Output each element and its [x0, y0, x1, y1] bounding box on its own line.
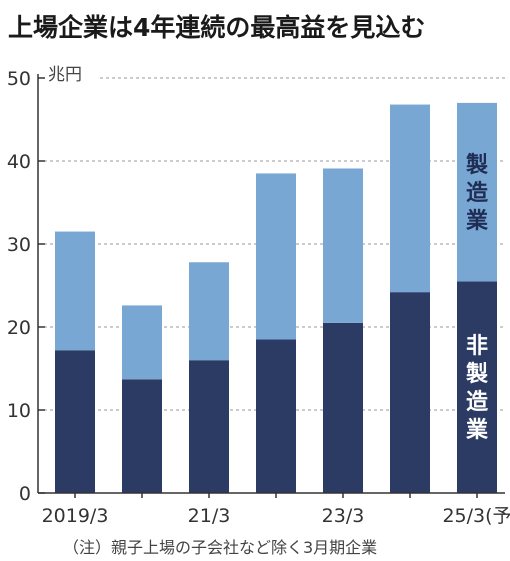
chart-title: 上場企業は4年連続の最高益を見込む	[8, 13, 425, 42]
bar-manufacturing-0	[55, 231, 95, 351]
y-tick-label-30: 30	[7, 234, 31, 256]
bar-manufacturing-4	[323, 168, 363, 323]
bar-manufacturing-6	[457, 102, 497, 282]
y-tick-label-50: 50	[7, 68, 31, 90]
bar-non-manufacturing-5	[390, 292, 430, 493]
x-tick-label-6: 25/3(予	[442, 505, 510, 527]
bar-non-manufacturing-2	[189, 360, 229, 493]
x-tick-label-2: 21/3	[188, 505, 231, 527]
grid-layer	[38, 77, 505, 411]
bar-manufacturing-5	[390, 104, 430, 293]
y-tick-label-0: 0	[19, 483, 31, 505]
series-label-non-manufacturing: 非製造業	[465, 334, 489, 443]
x-tick-label-0: 2019/3	[42, 505, 109, 527]
x-tick-label-4: 23/3	[322, 505, 365, 527]
bar-non-manufacturing-3	[256, 339, 296, 493]
y-tick-label-40: 40	[7, 151, 31, 173]
y-tick-label-10: 10	[7, 400, 31, 422]
series-label-manufacturing: 製造業	[465, 152, 489, 234]
bar-manufacturing-2	[189, 262, 229, 361]
chart-footnote: （注）親子上場の子会社など除く3月期企業	[63, 538, 377, 557]
y-tick-label-20: 20	[7, 317, 31, 339]
bar-layer	[55, 102, 497, 493]
bar-manufacturing-1	[122, 305, 162, 380]
y-unit-label: 兆円	[48, 65, 82, 85]
axis-layer: 0 10 20 30 40 50 2019/3 21/3 23/3 25/3(予	[7, 68, 510, 527]
bar-non-manufacturing-1	[122, 379, 162, 493]
bar-manufacturing-3	[256, 173, 296, 340]
bar-non-manufacturing-4	[323, 322, 363, 493]
bar-non-manufacturing-6	[457, 281, 497, 493]
bar-non-manufacturing-0	[55, 350, 95, 493]
